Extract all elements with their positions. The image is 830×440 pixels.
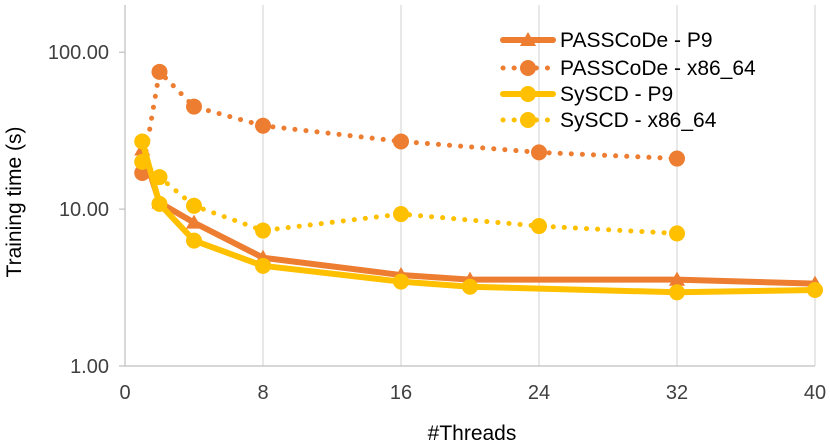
- data-point-passcode-x86-64-32: [669, 150, 685, 167]
- series-syscd-p9: [134, 133, 823, 301]
- series-passcode-x86-64: [134, 63, 685, 181]
- x-tick-label-32: 32: [666, 382, 688, 404]
- legend-marker-passcode-p9: [519, 31, 537, 47]
- legend-marker-passcode-x86-64: [520, 60, 536, 76]
- data-point-syscd-x86-64-8: [255, 222, 271, 239]
- data-point-syscd-x86-64-32: [669, 225, 685, 242]
- data-point-syscd-p9-8: [255, 257, 271, 274]
- data-point-passcode-x86-64-2: [151, 63, 168, 80]
- y-tick-label-1.00: 1.00: [70, 356, 109, 378]
- legend-item-passcode-p9: PASSCoDe - P9: [500, 29, 713, 52]
- data-point-passcode-x86-64-16: [393, 133, 409, 150]
- data-point-syscd-p9-4: [186, 232, 202, 249]
- data-point-passcode-p9-4: [185, 214, 203, 229]
- legend-item-syscd-x86-64: SySCD - x86_64: [500, 109, 717, 132]
- series-layer: [134, 63, 824, 301]
- legend-label-passcode-x86-64: PASSCoDe - x86_64: [560, 57, 756, 80]
- series-line-syscd-p9: [139, 138, 818, 296]
- x-axis-title: #Threads: [428, 422, 517, 440]
- legend-item-syscd-p9: SySCD - P9: [500, 83, 673, 106]
- data-point-syscd-x86-64-16: [393, 206, 409, 223]
- x-tick-label-24: 24: [528, 382, 550, 404]
- series-syscd-x86-64: [134, 153, 685, 242]
- y-tick-label-100.00: 100.00: [48, 42, 109, 64]
- data-point-syscd-p9-20: [462, 278, 478, 295]
- x-tick-label-16: 16: [390, 382, 412, 404]
- legend-marker-syscd-x86-64: [520, 112, 536, 128]
- data-point-syscd-p9-16: [393, 273, 409, 290]
- legend-marker-syscd-p9: [520, 86, 536, 102]
- data-point-passcode-p9-32: [668, 271, 686, 286]
- y-axis-title: Training time (s): [3, 127, 26, 278]
- legend-label-syscd-p9: SySCD - P9: [560, 83, 673, 106]
- legend: PASSCoDe - P9 PASSCoDe - x86_64 SySCD - P9…: [500, 29, 756, 132]
- x-tick-label-0: 0: [119, 382, 130, 404]
- data-point-syscd-p9-40: [807, 282, 823, 299]
- data-point-syscd-p9-1: [134, 133, 151, 150]
- x-tick-label-8: 8: [257, 382, 268, 404]
- data-point-syscd-p9-32: [669, 284, 685, 301]
- y-tick-label-10.00: 10.00: [59, 199, 109, 221]
- data-point-syscd-x86-64-4: [186, 197, 202, 214]
- legend-item-passcode-x86-64: PASSCoDe - x86_64: [500, 57, 756, 80]
- data-point-passcode-x86-64-24: [531, 144, 547, 161]
- x-tick-label-40: 40: [804, 382, 826, 404]
- data-point-syscd-x86-64-2: [151, 169, 168, 186]
- axes: 0 8 16 24 32 40 1.00 10.00 100.00: [48, 5, 826, 404]
- data-point-syscd-x86-64-1: [134, 153, 151, 170]
- legend-label-passcode-p9: PASSCoDe - P9: [560, 29, 713, 52]
- grid: [262, 5, 816, 366]
- data-point-passcode-x86-64-4: [186, 98, 202, 115]
- data-point-syscd-x86-64-24: [531, 218, 547, 235]
- data-point-passcode-x86-64-8: [255, 117, 271, 134]
- data-point-syscd-p9-2: [151, 195, 168, 212]
- data-point-passcode-x86-64-1: [134, 164, 151, 181]
- legend-label-syscd-x86-64: SySCD - x86_64: [560, 109, 717, 132]
